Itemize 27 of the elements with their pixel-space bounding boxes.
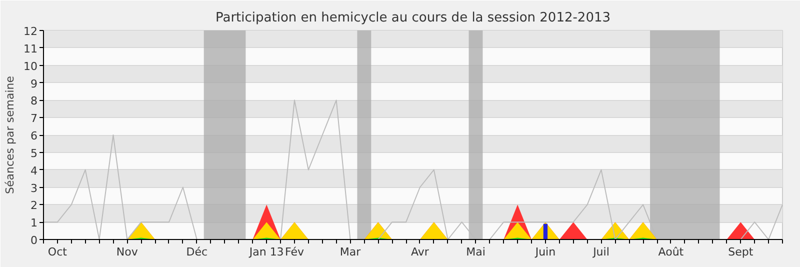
chart-title: Participation en hemicycle au cours de la session 2012-2013	[215, 10, 611, 26]
y-tick-label: 11	[24, 42, 38, 56]
x-tick-label: Juin	[534, 246, 556, 258]
y-tick-label: 1	[30, 216, 38, 230]
y-tick-label: 8	[30, 94, 38, 108]
x-tick-label: Août	[658, 246, 684, 258]
x-tick-label: Avr	[411, 246, 430, 258]
x-tick-label: Déc	[186, 246, 208, 258]
x-tick-label: Nov	[116, 246, 138, 258]
x-tick-label: Sept	[728, 246, 754, 258]
x-tick-label: Oct	[48, 246, 68, 258]
y-tick-label: 2	[30, 199, 38, 212]
y-tick-label: 3	[30, 182, 38, 195]
y-axis-title: Séances par semaine	[4, 76, 17, 194]
y-tick-label: 5	[30, 146, 38, 160]
x-tick-label: Juil	[592, 246, 610, 258]
y-tick-label: 9	[30, 77, 38, 90]
y-tick-label: 7	[30, 112, 38, 126]
x-tick-label: Mai	[466, 246, 486, 258]
x-tick-label: Mar	[340, 246, 362, 258]
y-tick-label: 10	[24, 60, 38, 73]
x-tick-label: Jan 13	[248, 246, 284, 258]
x-tick-label: Fév	[284, 246, 304, 258]
y-tick-label: 0	[30, 234, 38, 247]
y-tick-label: 6	[30, 130, 38, 142]
y-tick-label: 4	[30, 164, 38, 178]
y-tick-label: 12	[24, 25, 38, 38]
